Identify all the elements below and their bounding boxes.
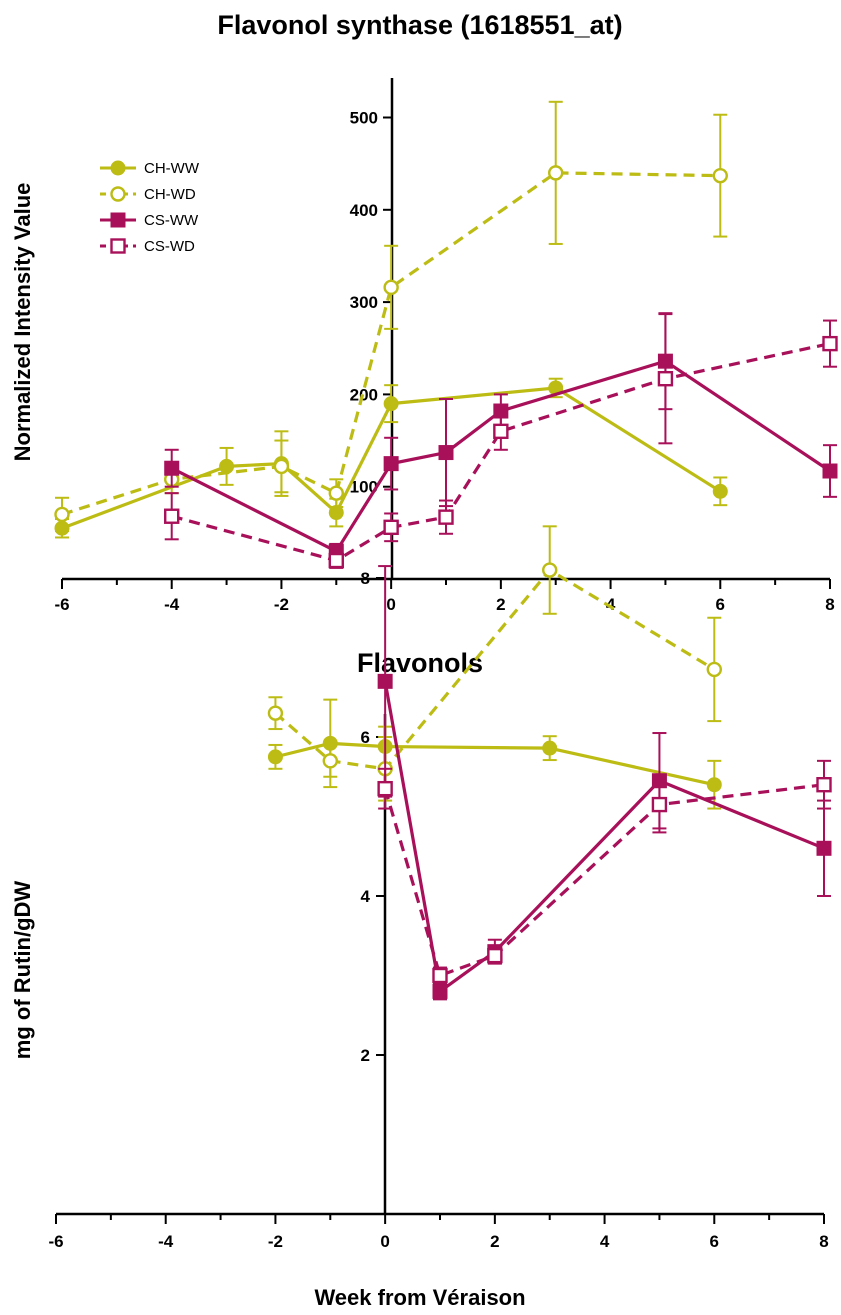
y-tick-label: 500 <box>350 109 378 128</box>
data-point <box>328 485 344 501</box>
series-line <box>170 359 831 553</box>
data-point <box>816 840 832 856</box>
x-tick-label: 8 <box>819 1232 828 1251</box>
data-point <box>267 749 283 765</box>
legend-marker <box>110 160 126 176</box>
data-point <box>487 947 503 964</box>
data-point <box>164 460 180 476</box>
chart-1: Flavonol synthase (1618551_at) Normalized… <box>10 10 838 614</box>
chart-title: Flavonols <box>357 648 483 678</box>
y-axis-label: Normalized Intensity Value <box>10 183 35 462</box>
data-point <box>438 445 454 461</box>
x-tick-label: 6 <box>716 595 725 614</box>
x-tick-label: -2 <box>274 595 289 614</box>
series-line <box>275 741 715 787</box>
data-point <box>432 967 448 984</box>
data-point <box>712 167 728 184</box>
series-cs-ww <box>377 565 832 1001</box>
x-tick-label: 4 <box>606 595 616 614</box>
data-point <box>322 753 338 769</box>
x-tick-label: -6 <box>48 1232 63 1251</box>
data-point <box>712 483 728 499</box>
legend-marker <box>110 238 126 254</box>
series-ch-ww <box>54 377 728 539</box>
data-point <box>377 673 393 689</box>
data-point <box>432 983 448 999</box>
data-point <box>383 279 399 296</box>
x-tick-label: 8 <box>825 595 834 614</box>
y-tick-label: 8 <box>361 569 370 588</box>
x-tick-label: 0 <box>380 1232 389 1251</box>
series-line <box>383 783 825 978</box>
y-tick-label: 6 <box>361 728 370 747</box>
data-point <box>657 371 674 387</box>
y-tick-label: 4 <box>361 887 371 906</box>
data-point <box>267 705 284 721</box>
data-point <box>383 456 399 472</box>
y-tick-label: 100 <box>350 478 378 497</box>
data-point <box>706 661 722 678</box>
legend-label: CH-WD <box>144 186 196 203</box>
x-tick-label: -6 <box>54 595 69 614</box>
data-point <box>377 780 393 797</box>
data-point <box>706 777 722 793</box>
data-point <box>273 458 290 475</box>
data-point <box>816 777 832 793</box>
data-point <box>822 335 838 352</box>
x-tick-label: 2 <box>490 1232 499 1251</box>
data-point <box>542 740 558 756</box>
series-line <box>274 568 716 771</box>
data-point <box>164 508 180 524</box>
x-tick-label: 6 <box>710 1232 719 1251</box>
data-point <box>493 423 509 440</box>
x-tick-label: -4 <box>158 1232 174 1251</box>
legend-marker <box>110 186 126 202</box>
series-cs-wd <box>377 759 832 985</box>
chart-title: Flavonol synthase (1618551_at) <box>217 10 622 40</box>
series-line <box>171 342 831 563</box>
y-tick-label: 300 <box>350 293 378 312</box>
series-line <box>383 681 825 994</box>
data-point <box>54 506 70 523</box>
series-ch-ww <box>267 698 722 810</box>
x-tick-label: -2 <box>268 1232 283 1251</box>
legend-label: CS-WD <box>144 238 195 255</box>
x-tick-label: -4 <box>164 595 180 614</box>
y-tick-label: 400 <box>350 201 378 220</box>
data-point <box>328 552 344 569</box>
series-cs-wd <box>164 313 838 569</box>
x-tick-label: 4 <box>600 1232 610 1251</box>
data-point <box>822 463 838 479</box>
data-point <box>383 396 399 412</box>
y-tick-label: 2 <box>361 1046 370 1065</box>
legend-marker <box>110 212 126 228</box>
legend-label: CH-WW <box>144 160 200 177</box>
y-axis-label: mg of Rutin/gDW <box>10 881 35 1060</box>
data-point <box>383 519 399 536</box>
x-tick-label: 2 <box>496 595 505 614</box>
chart-2: Flavonols mg of Rutin/gDW Week from Vérais… <box>10 525 832 1310</box>
data-point <box>548 165 564 181</box>
data-point <box>651 796 668 813</box>
data-point <box>542 562 558 578</box>
x-axis-label: Week from Véraison <box>314 1285 525 1310</box>
data-point <box>438 509 454 525</box>
legend: CH-WW CH-WD CS-WW CS-WD <box>100 160 200 255</box>
legend-label: CS-WW <box>144 212 199 229</box>
x-tick-label: 0 <box>386 595 395 614</box>
